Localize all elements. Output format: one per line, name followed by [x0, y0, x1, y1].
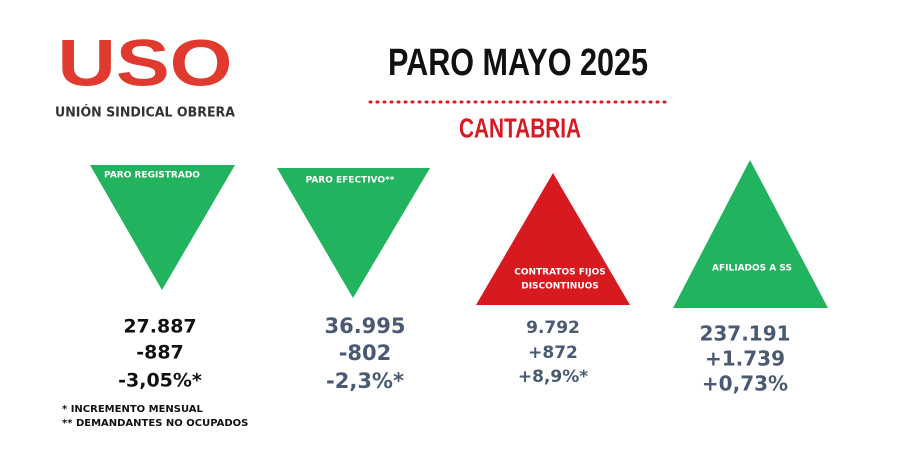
indicator-value: +872	[528, 343, 578, 363]
indicator-value: +8,9%*	[518, 367, 588, 387]
footnote: * INCREMENTO MENSUAL	[62, 404, 204, 415]
indicator-value: 27.887	[123, 316, 196, 338]
down-triangle	[90, 165, 235, 290]
indicator-value: +0,73%	[702, 372, 788, 396]
indicator-value: -887	[136, 342, 184, 364]
indicator-value: 237.191	[699, 322, 790, 346]
indicator-value: -802	[339, 341, 392, 365]
indicator-label: PARO EFECTIVO**	[306, 176, 395, 186]
title: PARO MAYO 2025	[388, 42, 648, 84]
region: CANTABRIA	[459, 112, 581, 143]
down-triangle	[277, 168, 430, 298]
footnote: ** DEMANDANTES NO OCUPADOS	[62, 418, 248, 429]
up-triangle	[476, 173, 630, 305]
indicator-label: CONTRATOS FIJOS	[514, 268, 606, 278]
indicator-label: DISCONTINUOS	[521, 282, 599, 292]
indicator-value: -2,3%*	[326, 369, 404, 393]
logo-text: USO	[58, 25, 233, 99]
indicator-value: +1.739	[705, 347, 785, 371]
indicator-value: 36.995	[324, 314, 405, 338]
indicator-label: AFILIADOS A SS	[712, 264, 792, 274]
indicator-value: -3,05%*	[118, 370, 202, 392]
indicator-value: 9.792	[526, 318, 580, 338]
up-triangle	[673, 160, 828, 308]
indicator-label: PARO REGISTRADO	[104, 171, 200, 181]
logo-subtitle: UNIÓN SINDICAL OBRERA	[55, 105, 235, 121]
